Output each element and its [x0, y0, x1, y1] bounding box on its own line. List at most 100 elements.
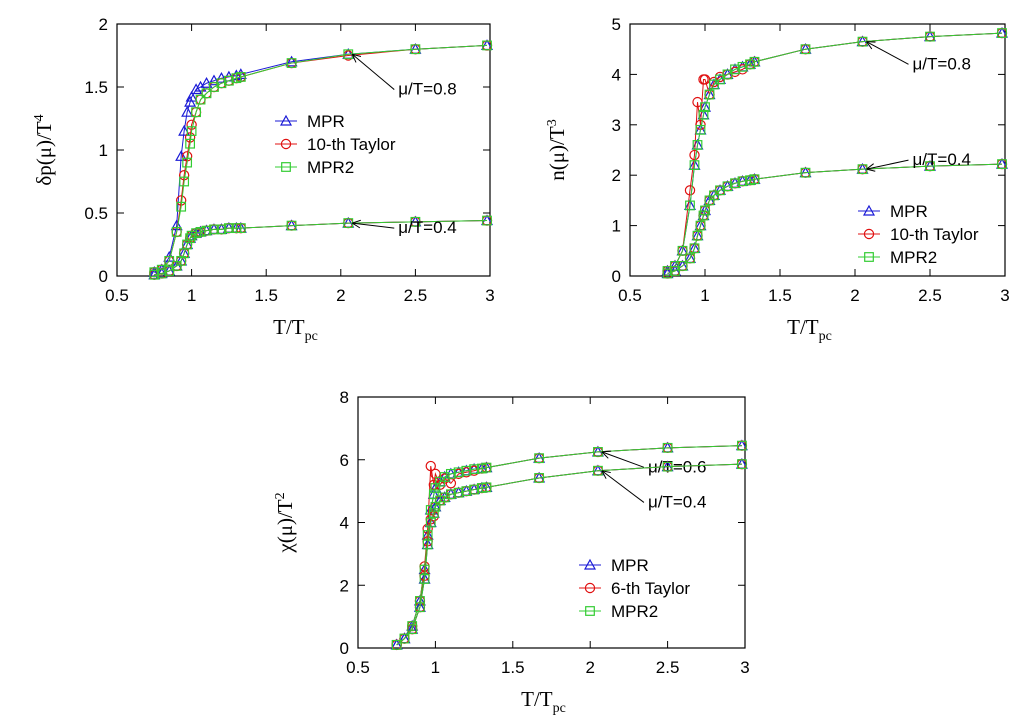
series-line: [396, 463, 742, 646]
x-tick-label: 0.5: [105, 286, 129, 305]
legend-marker: [863, 228, 875, 240]
data-point: [695, 124, 706, 135]
data-point: [685, 200, 695, 211]
data-point: [689, 160, 700, 171]
y-axis-label-main: n(μ)/T: [545, 126, 569, 181]
data-point: [176, 201, 187, 212]
x-tick-label: 2.5: [918, 286, 942, 305]
data-point: [700, 102, 710, 113]
legend-marker: [583, 558, 597, 570]
y-tick-label: 0: [99, 267, 108, 286]
legend-label: MPR2: [611, 602, 658, 621]
data-point: [176, 255, 187, 266]
annotation-arrow: [866, 159, 909, 170]
data-point: [410, 216, 421, 227]
data-point: [453, 487, 464, 498]
data-point: [428, 489, 439, 500]
data-point: [190, 83, 203, 95]
data-point: [482, 40, 492, 51]
data-point: [185, 138, 196, 149]
y-tick-label: 1: [612, 217, 621, 236]
annotation-arrow: [601, 451, 645, 468]
data-point: [179, 176, 190, 187]
y-tick-label: 8: [340, 388, 349, 407]
data-point: [800, 44, 811, 55]
series-line: [667, 163, 1003, 274]
series-line: [154, 44, 488, 273]
data-point: [677, 261, 688, 271]
y-axis-label: n(μ)/T3: [545, 119, 569, 180]
annotation-arrow: [351, 53, 395, 90]
data-point: [800, 167, 811, 178]
data-point: [182, 157, 193, 168]
data-point: [481, 462, 492, 473]
x-axis-label: T/Tpc: [787, 315, 832, 344]
chart-panel-2: 0.5 1 1.5 2 2.5 3012345T/Tpcn(μ)/T3μ/T=0.8μ/T…: [545, 15, 1010, 344]
y-axis-label-main: δp(μ)/T: [32, 121, 56, 185]
data-point: [186, 126, 197, 137]
x-tick-label: 0.5: [618, 286, 642, 305]
x-axis-label-sub: pc: [305, 329, 318, 344]
legend-label: MPR: [611, 556, 649, 575]
x-tick-label: 2.5: [404, 286, 428, 305]
data-point: [425, 460, 436, 472]
data-point: [181, 105, 194, 117]
data-point: [749, 56, 760, 67]
y-tick-label: 0.5: [84, 204, 108, 223]
data-point: [461, 486, 472, 497]
y-tick-label: 1.5: [84, 78, 108, 97]
annotation-label: μ/T=0.8: [913, 54, 971, 73]
data-point: [207, 74, 220, 86]
data-point: [407, 624, 418, 635]
legend-label: MPR: [307, 112, 345, 131]
data-point: [224, 223, 234, 234]
legend-label: 6-th Taylor: [611, 579, 690, 598]
data-point: [445, 489, 456, 500]
data-point: [175, 150, 188, 161]
data-point: [469, 484, 479, 495]
x-axis-label-sub: pc: [553, 701, 566, 716]
x-axis-label-main: T/T: [787, 315, 819, 339]
data-point: [178, 124, 191, 136]
x-axis-label-main: T/T: [273, 315, 305, 339]
y-tick-label: 2: [340, 576, 349, 595]
data-point: [195, 227, 206, 237]
data-point: [715, 74, 725, 85]
y-axis-label-sup: 4: [32, 114, 47, 121]
series-line: [396, 463, 742, 646]
data-point: [439, 472, 450, 482]
data-point: [391, 639, 402, 650]
annotation-arrow: [866, 41, 909, 65]
data-point: [235, 72, 246, 82]
data-point: [164, 266, 175, 276]
series-line: [667, 32, 1003, 272]
x-axis-label: T/Tpc: [273, 315, 318, 344]
x-tick-label: 1: [187, 286, 196, 305]
x-axis-label-sub: pc: [819, 329, 832, 344]
data-point: [445, 468, 456, 479]
series-line: [667, 163, 1003, 274]
data-point: [215, 71, 228, 83]
annotation-arrowhead: [601, 450, 611, 459]
data-point: [534, 473, 545, 483]
legend-marker: [585, 606, 595, 616]
legend-marker: [584, 582, 596, 594]
annotation-arrowhead: [351, 219, 361, 229]
series-line: [396, 463, 742, 646]
annotation-arrowhead: [866, 41, 876, 50]
y-tick-label: 4: [340, 514, 349, 533]
x-tick-label: 0.5: [346, 658, 370, 677]
legend-label: MPR: [890, 202, 928, 221]
annotation-label: μ/T=0.8: [398, 80, 456, 99]
data-point: [286, 58, 297, 68]
x-tick-label: 1.5: [501, 658, 525, 677]
data-point: [481, 482, 492, 493]
data-point: [698, 109, 709, 120]
legend-label: 10-th Taylor: [307, 135, 396, 154]
data-point: [662, 268, 673, 279]
data-point: [235, 223, 246, 234]
data-point: [737, 459, 747, 470]
annotation-arrowhead: [351, 53, 362, 63]
annotation-arrow: [601, 470, 645, 503]
data-point: [695, 220, 706, 231]
